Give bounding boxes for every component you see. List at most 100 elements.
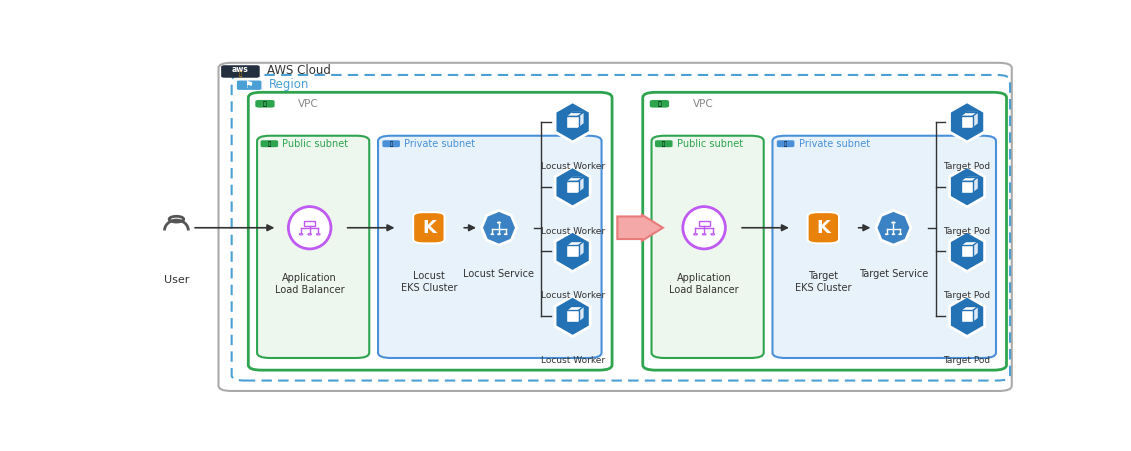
FancyBboxPatch shape bbox=[642, 92, 1007, 370]
Text: Target Service: Target Service bbox=[858, 269, 929, 279]
Circle shape bbox=[702, 234, 706, 235]
Text: 🔒: 🔒 bbox=[657, 101, 662, 106]
Circle shape bbox=[892, 234, 895, 235]
FancyBboxPatch shape bbox=[772, 136, 996, 358]
Text: 🔒: 🔒 bbox=[784, 141, 787, 147]
FancyBboxPatch shape bbox=[655, 140, 673, 147]
Circle shape bbox=[498, 234, 501, 235]
Polygon shape bbox=[961, 112, 978, 116]
Text: Target Pod: Target Pod bbox=[943, 227, 991, 236]
FancyBboxPatch shape bbox=[961, 245, 973, 258]
Text: Locust Worker: Locust Worker bbox=[541, 227, 605, 236]
Polygon shape bbox=[961, 241, 978, 245]
Text: ⌣: ⌣ bbox=[239, 72, 242, 78]
Text: 🔒: 🔒 bbox=[268, 141, 271, 147]
FancyBboxPatch shape bbox=[699, 221, 709, 226]
Text: Target Pod: Target Pod bbox=[943, 356, 991, 365]
Polygon shape bbox=[579, 177, 584, 193]
Polygon shape bbox=[579, 241, 584, 258]
Text: Locust
EKS Cluster: Locust EKS Cluster bbox=[400, 271, 457, 293]
FancyArrow shape bbox=[618, 215, 663, 241]
Circle shape bbox=[886, 234, 888, 235]
Circle shape bbox=[899, 234, 901, 235]
Circle shape bbox=[491, 234, 494, 235]
Circle shape bbox=[693, 234, 698, 235]
FancyBboxPatch shape bbox=[777, 140, 794, 147]
Polygon shape bbox=[973, 112, 978, 128]
Polygon shape bbox=[579, 112, 584, 128]
Ellipse shape bbox=[683, 207, 725, 249]
FancyBboxPatch shape bbox=[961, 116, 973, 128]
Polygon shape bbox=[875, 210, 910, 245]
FancyBboxPatch shape bbox=[567, 245, 579, 258]
FancyBboxPatch shape bbox=[249, 92, 612, 370]
FancyBboxPatch shape bbox=[304, 221, 316, 226]
Text: Locust Worker: Locust Worker bbox=[541, 162, 605, 171]
Polygon shape bbox=[579, 306, 584, 322]
Text: 🔒: 🔒 bbox=[389, 141, 392, 147]
Polygon shape bbox=[961, 177, 978, 181]
Text: Public subnet: Public subnet bbox=[283, 139, 348, 149]
Polygon shape bbox=[950, 166, 985, 207]
Text: Private subnet: Private subnet bbox=[798, 139, 870, 149]
FancyBboxPatch shape bbox=[232, 75, 1010, 381]
Circle shape bbox=[308, 234, 311, 235]
Text: Target Pod: Target Pod bbox=[943, 291, 991, 300]
FancyBboxPatch shape bbox=[567, 310, 579, 322]
Circle shape bbox=[317, 234, 320, 235]
Text: Locust Worker: Locust Worker bbox=[541, 356, 605, 365]
FancyBboxPatch shape bbox=[257, 136, 369, 358]
Polygon shape bbox=[950, 231, 985, 272]
Polygon shape bbox=[950, 101, 985, 142]
Polygon shape bbox=[973, 177, 978, 193]
Text: User: User bbox=[164, 275, 189, 285]
Polygon shape bbox=[961, 306, 978, 310]
Text: ⚑: ⚑ bbox=[244, 80, 253, 90]
Text: 🔒: 🔒 bbox=[264, 101, 267, 106]
FancyBboxPatch shape bbox=[382, 140, 400, 147]
FancyBboxPatch shape bbox=[218, 63, 1012, 391]
Circle shape bbox=[498, 222, 501, 223]
Circle shape bbox=[504, 234, 507, 235]
FancyBboxPatch shape bbox=[413, 212, 444, 244]
Text: aws: aws bbox=[232, 65, 249, 74]
FancyBboxPatch shape bbox=[649, 100, 670, 108]
Text: K: K bbox=[817, 219, 830, 237]
Polygon shape bbox=[567, 306, 584, 310]
Polygon shape bbox=[973, 306, 978, 322]
Text: VPC: VPC bbox=[692, 99, 714, 109]
Text: K: K bbox=[422, 219, 435, 237]
Text: Locust Worker: Locust Worker bbox=[541, 291, 605, 300]
Polygon shape bbox=[555, 231, 590, 272]
FancyBboxPatch shape bbox=[378, 136, 602, 358]
Text: AWS Cloud: AWS Cloud bbox=[267, 64, 330, 77]
Polygon shape bbox=[555, 101, 590, 142]
Text: Region: Region bbox=[268, 78, 309, 92]
FancyBboxPatch shape bbox=[567, 181, 579, 193]
FancyBboxPatch shape bbox=[961, 181, 973, 193]
FancyBboxPatch shape bbox=[256, 100, 275, 108]
Circle shape bbox=[891, 222, 896, 223]
Text: Target Pod: Target Pod bbox=[943, 162, 991, 171]
Polygon shape bbox=[567, 241, 584, 245]
Text: Public subnet: Public subnet bbox=[677, 139, 743, 149]
Text: Application
Load Balancer: Application Load Balancer bbox=[670, 273, 739, 295]
Polygon shape bbox=[555, 296, 590, 336]
Polygon shape bbox=[567, 112, 584, 116]
Circle shape bbox=[711, 234, 715, 235]
FancyBboxPatch shape bbox=[808, 212, 839, 244]
Polygon shape bbox=[482, 210, 517, 245]
Polygon shape bbox=[555, 166, 590, 207]
FancyBboxPatch shape bbox=[236, 81, 261, 90]
Ellipse shape bbox=[288, 207, 331, 249]
FancyBboxPatch shape bbox=[567, 116, 579, 128]
Text: VPC: VPC bbox=[299, 99, 319, 109]
FancyBboxPatch shape bbox=[260, 140, 278, 147]
FancyBboxPatch shape bbox=[222, 65, 260, 78]
Circle shape bbox=[300, 234, 303, 235]
Polygon shape bbox=[567, 177, 584, 181]
FancyBboxPatch shape bbox=[651, 136, 763, 358]
Text: 🔒: 🔒 bbox=[662, 141, 665, 147]
Text: Locust Service: Locust Service bbox=[464, 269, 535, 279]
Text: Private subnet: Private subnet bbox=[405, 139, 475, 149]
